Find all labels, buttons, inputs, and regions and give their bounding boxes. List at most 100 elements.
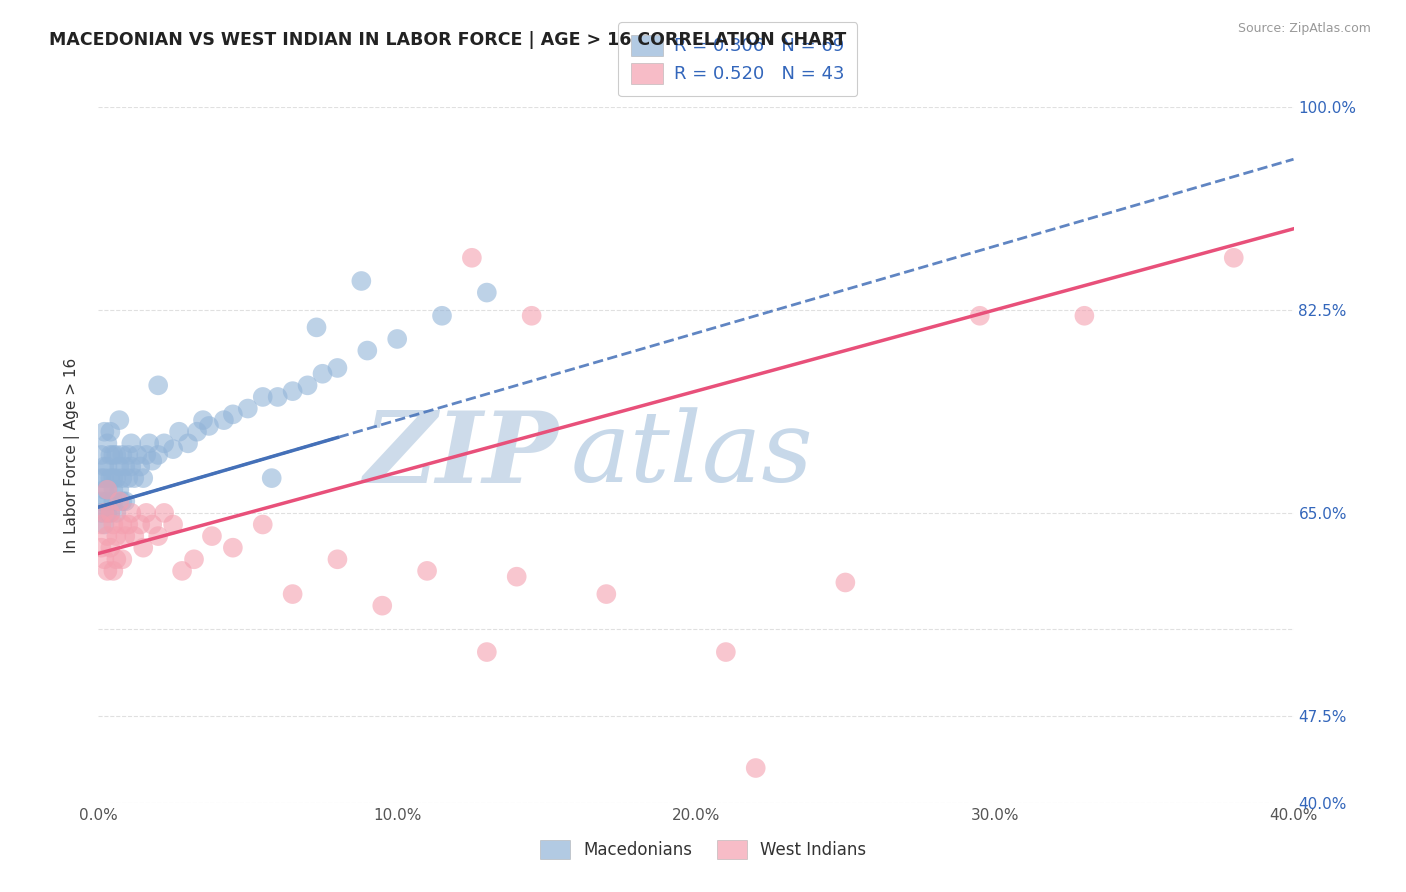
Point bbox=[111, 552, 134, 566]
Point bbox=[326, 361, 349, 376]
Point bbox=[114, 459, 136, 474]
Point bbox=[222, 541, 245, 555]
Point bbox=[117, 448, 139, 462]
Point bbox=[120, 436, 142, 450]
Point bbox=[186, 425, 208, 439]
Legend: R = 0.306   N = 69, R = 0.520   N = 43: R = 0.306 N = 69, R = 0.520 N = 43 bbox=[619, 22, 858, 96]
Point bbox=[114, 494, 136, 508]
Point bbox=[198, 419, 221, 434]
Text: MACEDONIAN VS WEST INDIAN IN LABOR FORCE | AGE > 16 CORRELATION CHART: MACEDONIAN VS WEST INDIAN IN LABOR FORCE… bbox=[49, 31, 846, 49]
Point bbox=[148, 448, 170, 462]
Point bbox=[1223, 251, 1246, 265]
Point bbox=[183, 552, 205, 566]
Point bbox=[520, 309, 543, 323]
Point bbox=[129, 517, 152, 532]
Point bbox=[212, 413, 235, 427]
Point bbox=[416, 564, 439, 578]
Point bbox=[90, 506, 112, 520]
Point bbox=[105, 529, 128, 543]
Point bbox=[105, 552, 128, 566]
Point bbox=[430, 309, 453, 323]
Point bbox=[93, 506, 115, 520]
Point bbox=[96, 506, 118, 520]
Point bbox=[96, 459, 118, 474]
Point bbox=[222, 408, 245, 422]
Point bbox=[108, 413, 131, 427]
Point bbox=[93, 552, 115, 566]
Point bbox=[153, 436, 176, 450]
Point bbox=[90, 517, 112, 532]
Point bbox=[281, 384, 304, 398]
Point bbox=[260, 471, 283, 485]
Point bbox=[90, 541, 112, 555]
Point bbox=[111, 494, 134, 508]
Point bbox=[117, 517, 139, 532]
Point bbox=[90, 494, 112, 508]
Point bbox=[834, 575, 856, 590]
Point bbox=[111, 517, 134, 532]
Point bbox=[167, 425, 190, 439]
Point bbox=[356, 343, 378, 358]
Point bbox=[177, 436, 200, 450]
Point bbox=[148, 529, 170, 543]
Point bbox=[120, 506, 142, 520]
Point bbox=[96, 483, 118, 497]
Point bbox=[135, 506, 157, 520]
Point bbox=[153, 506, 176, 520]
Text: ZIP: ZIP bbox=[364, 407, 558, 503]
Text: Source: ZipAtlas.com: Source: ZipAtlas.com bbox=[1237, 22, 1371, 36]
Point bbox=[105, 471, 128, 485]
Point bbox=[103, 471, 125, 485]
Point bbox=[297, 378, 319, 392]
Point bbox=[103, 564, 125, 578]
Point bbox=[103, 483, 125, 497]
Point bbox=[236, 401, 259, 416]
Point bbox=[98, 541, 122, 555]
Point bbox=[93, 517, 115, 532]
Point bbox=[252, 517, 274, 532]
Point bbox=[595, 587, 617, 601]
Point bbox=[326, 552, 349, 566]
Point bbox=[141, 454, 163, 468]
Point bbox=[93, 459, 115, 474]
Point bbox=[96, 436, 118, 450]
Point bbox=[969, 309, 991, 323]
Point bbox=[103, 494, 125, 508]
Point bbox=[98, 506, 122, 520]
Point bbox=[120, 459, 142, 474]
Point bbox=[252, 390, 274, 404]
Point bbox=[132, 471, 155, 485]
Point bbox=[93, 483, 115, 497]
Point bbox=[93, 425, 115, 439]
Point bbox=[475, 645, 498, 659]
Point bbox=[124, 471, 146, 485]
Point bbox=[129, 459, 152, 474]
Point bbox=[96, 494, 118, 508]
Point bbox=[90, 448, 112, 462]
Point bbox=[191, 413, 214, 427]
Point bbox=[96, 529, 118, 543]
Point bbox=[461, 251, 484, 265]
Point bbox=[96, 483, 118, 497]
Point bbox=[1073, 309, 1095, 323]
Point bbox=[350, 274, 373, 288]
Point bbox=[162, 517, 184, 532]
Point bbox=[141, 517, 163, 532]
Point bbox=[114, 529, 136, 543]
Point bbox=[201, 529, 224, 543]
Point bbox=[311, 367, 333, 381]
Y-axis label: In Labor Force | Age > 16: In Labor Force | Age > 16 bbox=[63, 358, 80, 552]
Point bbox=[305, 320, 328, 334]
Point bbox=[108, 483, 131, 497]
Point bbox=[105, 506, 128, 520]
Point bbox=[124, 529, 146, 543]
Point bbox=[172, 564, 194, 578]
Point bbox=[111, 448, 134, 462]
Point bbox=[98, 425, 122, 439]
Point bbox=[745, 761, 768, 775]
Point bbox=[385, 332, 409, 346]
Legend: Macedonians, West Indians: Macedonians, West Indians bbox=[531, 831, 875, 868]
Point bbox=[148, 378, 170, 392]
Point bbox=[105, 448, 128, 462]
Point bbox=[162, 442, 184, 457]
